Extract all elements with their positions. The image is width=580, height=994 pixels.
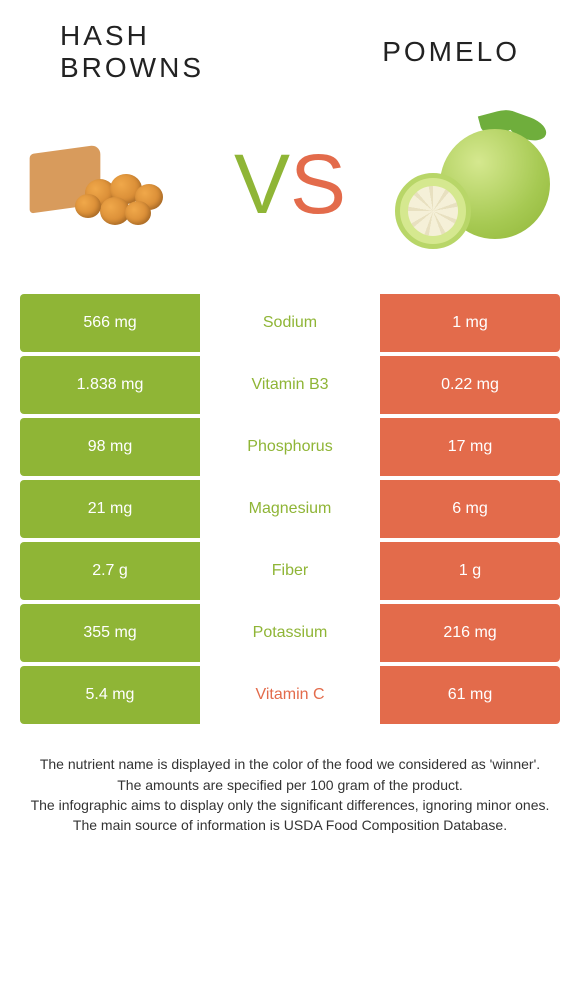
left-value: 566 mg [20, 294, 200, 352]
left-value: 21 mg [20, 480, 200, 538]
nutrient-label: Fiber [200, 542, 380, 600]
nutrient-table: 566 mgSodium1 mg1.838 mgVitamin B30.22 m… [20, 294, 560, 724]
right-value: 6 mg [380, 480, 560, 538]
right-value: 1 g [380, 542, 560, 600]
header: HASHBROWNS POMELO [0, 0, 580, 94]
left-value: 98 mg [20, 418, 200, 476]
table-row: 21 mgMagnesium6 mg [20, 480, 560, 538]
footer-line: The infographic aims to display only the… [24, 795, 556, 815]
table-row: 98 mgPhosphorus17 mg [20, 418, 560, 476]
images-row: VS [0, 94, 580, 294]
left-value: 355 mg [20, 604, 200, 662]
vs-label: VS [234, 136, 346, 233]
nutrient-label: Magnesium [200, 480, 380, 538]
nutrient-label: Phosphorus [200, 418, 380, 476]
left-value: 5.4 mg [20, 666, 200, 724]
footer-line: The amounts are specified per 100 gram o… [24, 775, 556, 795]
right-value: 216 mg [380, 604, 560, 662]
table-row: 355 mgPotassium216 mg [20, 604, 560, 662]
footer-line: The main source of information is USDA F… [24, 815, 556, 835]
right-value: 17 mg [380, 418, 560, 476]
title-pomelo: POMELO [290, 36, 550, 68]
pomelo-image [390, 109, 560, 259]
table-row: 1.838 mgVitamin B30.22 mg [20, 356, 560, 414]
table-row: 5.4 mgVitamin C61 mg [20, 666, 560, 724]
table-row: 566 mgSodium1 mg [20, 294, 560, 352]
title-hash-browns: HASHBROWNS [30, 20, 290, 84]
vs-s: S [290, 137, 346, 231]
nutrient-label: Vitamin B3 [200, 356, 380, 414]
vs-v: V [234, 137, 290, 231]
right-value: 61 mg [380, 666, 560, 724]
nutrient-label: Sodium [200, 294, 380, 352]
right-value: 1 mg [380, 294, 560, 352]
left-value: 1.838 mg [20, 356, 200, 414]
right-value: 0.22 mg [380, 356, 560, 414]
table-row: 2.7 gFiber1 g [20, 542, 560, 600]
hash-browns-image [20, 109, 190, 259]
footer-line: The nutrient name is displayed in the co… [24, 754, 556, 774]
footer-notes: The nutrient name is displayed in the co… [24, 754, 556, 835]
left-value: 2.7 g [20, 542, 200, 600]
nutrient-label: Vitamin C [200, 666, 380, 724]
nutrient-label: Potassium [200, 604, 380, 662]
